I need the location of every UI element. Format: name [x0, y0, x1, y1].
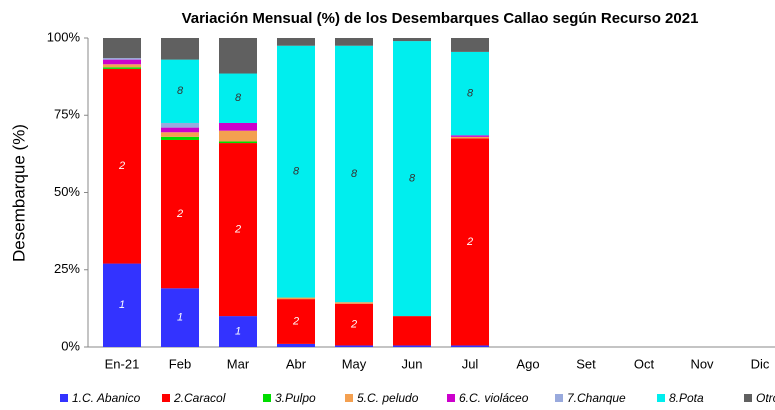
- x-tick-label: Set: [576, 356, 596, 371]
- segment-label: 1: [177, 312, 183, 324]
- x-tick-label: Jul: [462, 356, 479, 371]
- bar-segment: [161, 122, 199, 128]
- x-tick-label: Jun: [402, 356, 423, 371]
- legend-label: Otros: [756, 391, 775, 405]
- x-tick-label: Oct: [634, 356, 655, 371]
- bar-segment: [219, 130, 257, 142]
- bar-segment: [277, 297, 315, 300]
- segment-label: 1: [119, 299, 125, 311]
- y-tick-label: 100%: [47, 29, 81, 44]
- legend-label: 1.C. Abanico: [72, 391, 141, 405]
- bar-segment: [393, 41, 431, 317]
- bar-segment: [161, 288, 199, 347]
- legend-swatch: [555, 394, 563, 402]
- segment-label: 1: [235, 325, 241, 337]
- bar-segment: [335, 303, 373, 346]
- legend-swatch: [345, 394, 353, 402]
- segment-label: 2: [292, 315, 299, 327]
- legend-label: 2.Caracol: [173, 391, 226, 405]
- legend-swatch: [162, 394, 170, 402]
- bar-segment: [219, 122, 257, 131]
- x-tick-label: Feb: [169, 356, 191, 371]
- bar-segment: [393, 316, 431, 346]
- bar-segment: [161, 59, 199, 123]
- y-tick-label: 0%: [61, 338, 80, 353]
- bar-segment: [103, 263, 141, 347]
- y-tick-label: 25%: [54, 261, 80, 276]
- segment-label: 2: [234, 223, 241, 235]
- bar-segment: [161, 132, 199, 137]
- x-tick-label: En-21: [105, 356, 140, 371]
- bar-segment: [161, 38, 199, 60]
- bar-segment: [103, 64, 141, 68]
- bar-segment: [161, 136, 199, 140]
- legend-swatch: [657, 394, 665, 402]
- bar-segment: [335, 45, 373, 303]
- segment-label: 8: [235, 92, 242, 104]
- segment-label: 2: [350, 319, 357, 331]
- bar-segment: [335, 38, 373, 46]
- bar-segment: [451, 345, 489, 347]
- bar-segment: [103, 38, 141, 59]
- bar-segment: [277, 343, 315, 347]
- bar-segment: [103, 68, 141, 264]
- legend-label: 8.Pota: [669, 391, 704, 405]
- segment-label: 2: [176, 208, 183, 220]
- bar-segment: [393, 345, 431, 347]
- bar-segment: [103, 67, 141, 69]
- chart-title: Variación Mensual (%) de los Desembarque…: [182, 10, 699, 27]
- x-tick-label: Abr: [286, 356, 307, 371]
- legend-label: 5.C. peludo: [357, 391, 419, 405]
- bar-segment: [335, 345, 373, 347]
- segment-label: 2: [466, 236, 473, 248]
- legend-swatch: [263, 394, 271, 402]
- bar-segment: [219, 38, 257, 74]
- legend-swatch: [60, 394, 68, 402]
- bar-segment: [219, 143, 257, 317]
- bar-segment: [219, 316, 257, 347]
- bar-segment: [335, 302, 373, 304]
- x-tick-label: Dic: [751, 356, 770, 371]
- x-tick-label: Mar: [227, 356, 250, 371]
- bar-segment: [219, 73, 257, 123]
- bar-segment: [219, 141, 257, 144]
- legend-label: 7.Chanque: [567, 391, 626, 405]
- x-tick-label: May: [342, 356, 367, 371]
- bar-segment: [451, 38, 489, 52]
- segment-label: 8: [177, 85, 184, 97]
- bar-segment: [451, 138, 489, 346]
- segment-label: 2: [118, 160, 125, 172]
- segment-label: 8: [293, 166, 300, 178]
- bar-segment: [451, 136, 489, 139]
- legend-label: 3.Pulpo: [275, 391, 316, 405]
- bar-segment: [451, 135, 489, 137]
- bar-segment: [103, 58, 141, 60]
- bar-segment: [277, 45, 315, 298]
- x-tick-label: Nov: [690, 356, 714, 371]
- y-tick-label: 50%: [54, 184, 80, 199]
- legend-swatch: [744, 394, 752, 402]
- bar-segment: [161, 139, 199, 289]
- bar-segment: [393, 38, 431, 42]
- legend-label: 6.C. violáceo: [459, 391, 529, 405]
- y-axis-title: Desembarque (%): [9, 124, 28, 262]
- bar-segment: [161, 127, 199, 133]
- legend-swatch: [447, 394, 455, 402]
- bar-segment: [103, 59, 141, 65]
- segment-label: 8: [467, 88, 474, 100]
- bar-segment: [277, 299, 315, 344]
- x-tick-label: Ago: [516, 356, 539, 371]
- bar-segment: [277, 38, 315, 46]
- segment-label: 8: [409, 173, 416, 185]
- bar-segment: [451, 51, 489, 136]
- y-tick-label: 75%: [54, 107, 80, 122]
- segment-label: 8: [351, 168, 358, 180]
